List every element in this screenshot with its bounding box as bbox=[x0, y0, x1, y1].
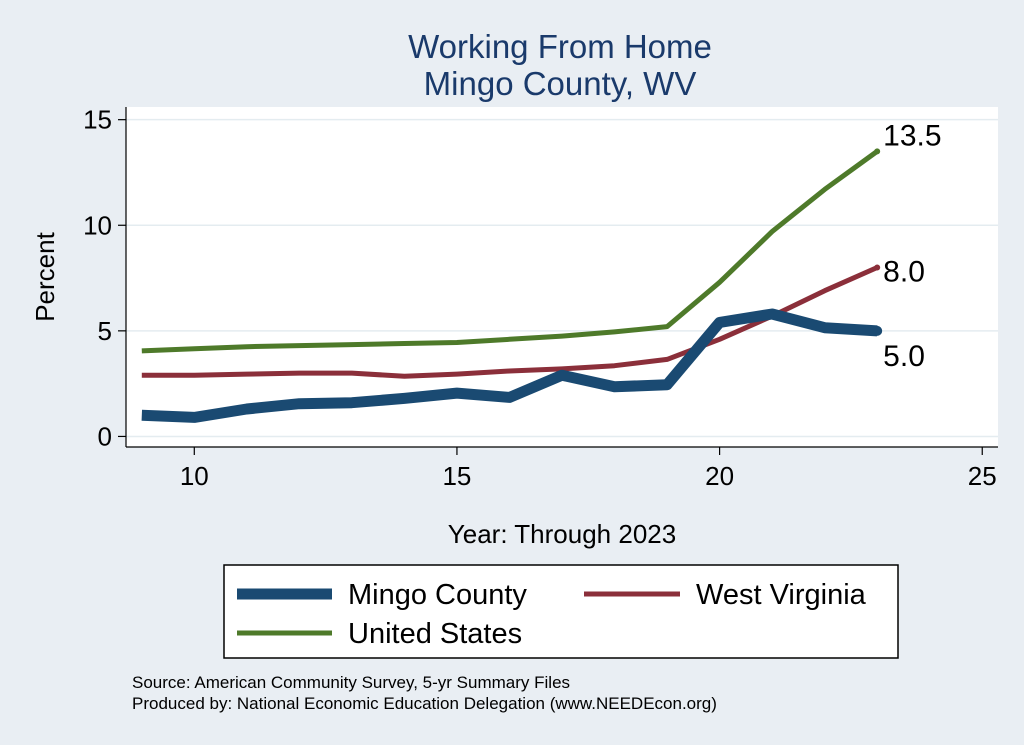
x-tick-label: 25 bbox=[968, 461, 997, 491]
end-label-mingo-county: 5.0 bbox=[883, 340, 925, 373]
y-tick-label: 10 bbox=[83, 210, 112, 240]
grid-lines bbox=[126, 118, 998, 438]
legend-label-us: United States bbox=[348, 618, 522, 650]
end-label-united-states: 13.5 bbox=[883, 119, 941, 152]
legend: Mingo County West Virginia United States bbox=[223, 564, 899, 659]
series-line-united-states bbox=[141, 149, 879, 354]
x-tick-label: 10 bbox=[180, 461, 209, 491]
series-end-point bbox=[874, 148, 881, 155]
x-tick-label: 20 bbox=[705, 461, 734, 491]
y-tick-label: 0 bbox=[98, 421, 112, 451]
legend-label-wv: West Virginia bbox=[696, 579, 867, 611]
chart-subtitle: Mingo County, WV bbox=[424, 65, 697, 102]
producer-note: Produced by: National Economic Education… bbox=[132, 694, 717, 713]
series-end-point bbox=[874, 264, 881, 271]
end-label-west-virginia: 8.0 bbox=[883, 255, 925, 288]
source-note: Source: American Community Survey, 5-yr … bbox=[132, 673, 570, 692]
axes: 0 5 10 15 10 15 20 25 bbox=[83, 105, 998, 491]
y-tick-label: 5 bbox=[98, 316, 112, 346]
y-axis-title: Percent bbox=[30, 231, 60, 321]
chart-title: Working From Home bbox=[408, 28, 712, 65]
x-axis-title: Year: Through 2023 bbox=[448, 519, 676, 549]
series-end-point bbox=[872, 325, 883, 336]
end-labels: 5.0 8.0 13.5 bbox=[883, 119, 941, 373]
legend-label-mingo: Mingo County bbox=[348, 579, 527, 611]
series-lines bbox=[141, 148, 883, 423]
legend-box bbox=[223, 564, 899, 659]
series-line-mingo-county bbox=[141, 308, 878, 423]
y-tick-label: 15 bbox=[83, 105, 112, 135]
x-tick-label: 15 bbox=[442, 461, 471, 491]
series-line-west-virginia bbox=[141, 265, 879, 379]
